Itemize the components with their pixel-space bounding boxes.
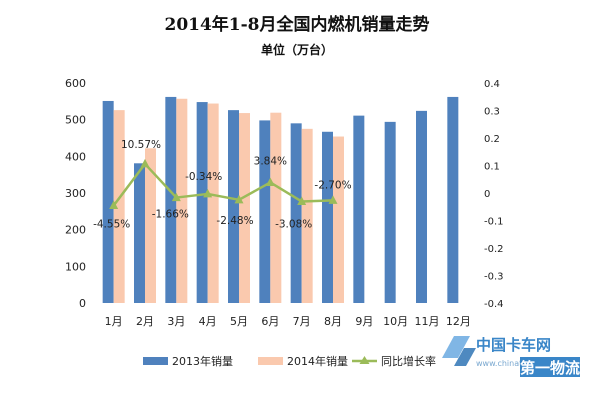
bar-2014 bbox=[333, 136, 344, 303]
right-tick-label: -0.1 bbox=[484, 217, 504, 228]
right-tick-label: -0.3 bbox=[484, 272, 504, 283]
x-tick-label: 11月 bbox=[415, 315, 440, 328]
left-tick-label: 400 bbox=[65, 150, 86, 163]
growth-data-label: -2.70% bbox=[314, 179, 351, 191]
legend-label-growth: 同比增长率 bbox=[381, 354, 436, 368]
bar-2014 bbox=[113, 110, 125, 303]
bar-2014 bbox=[301, 128, 313, 303]
x-tick-label: 1月 bbox=[105, 315, 123, 328]
bar-2013 bbox=[322, 131, 333, 303]
bar-2014 bbox=[207, 103, 219, 304]
x-axis: 1月 2月 3月 4月 5月 6月 7月 8月 9月 10月 11月 12月 bbox=[105, 315, 471, 328]
legend-label-2014: 2014年销量 bbox=[287, 354, 348, 368]
legend: 2013年销量 2014年销量 同比增长率 bbox=[143, 354, 436, 368]
right-tick-label: 0.3 bbox=[484, 107, 500, 118]
watermark-emblem-shadow-icon bbox=[454, 348, 476, 366]
growth-rate-point bbox=[171, 192, 181, 202]
bar-2014 bbox=[176, 98, 188, 304]
x-tick-label: 4月 bbox=[199, 315, 217, 328]
growth-rate-point bbox=[203, 188, 213, 198]
growth-data-label: -0.34% bbox=[185, 171, 222, 183]
x-tick-label: 8月 bbox=[324, 315, 342, 328]
bar-2014 bbox=[239, 113, 250, 303]
bar-2013 bbox=[165, 96, 177, 303]
chart-title: 2014年1-8月全国内燃机销量走势 bbox=[164, 14, 429, 35]
growth-rate-point bbox=[109, 200, 119, 210]
left-axis: 0 100 200 300 400 500 600 bbox=[65, 77, 86, 310]
bar-2013 bbox=[196, 102, 208, 303]
bar-2013 bbox=[416, 110, 427, 303]
x-tick-label: 12月 bbox=[446, 315, 471, 328]
bar-2014 bbox=[270, 112, 282, 303]
right-tick-label: 0.2 bbox=[484, 134, 500, 145]
watermark-emblem-icon bbox=[442, 336, 470, 358]
bar-2013 bbox=[228, 110, 239, 303]
x-tick-label: 7月 bbox=[293, 315, 311, 328]
right-tick-label: -0.4 bbox=[484, 299, 504, 310]
growth-data-label: 10.57% bbox=[121, 139, 161, 151]
growth-rate-point bbox=[297, 196, 307, 205]
bars-group bbox=[102, 96, 459, 304]
bar-2013 bbox=[384, 121, 396, 303]
x-tick-label: 9月 bbox=[355, 315, 373, 328]
left-tick-label: 100 bbox=[65, 260, 86, 273]
bar-2013 bbox=[259, 120, 271, 304]
data-labels-group: -4.55% 10.57% -1.66% -0.34% -2.48% 3.84% -3.08… bbox=[93, 139, 352, 231]
growth-data-label: -1.66% bbox=[152, 209, 189, 221]
watermark-logo: 中国卡车网 www.chinatruck.org 第一物流 bbox=[442, 336, 580, 377]
growth-rate-point bbox=[328, 195, 338, 204]
watermark-url: www.chinatruck.org bbox=[476, 359, 555, 368]
growth-rate-line bbox=[112, 162, 334, 207]
growth-rate-point bbox=[265, 177, 275, 186]
bar-2013 bbox=[447, 96, 459, 303]
legend-swatch-2014 bbox=[258, 357, 283, 365]
growth-rate-point bbox=[234, 194, 244, 204]
chart-subtitle: 单位（万台） bbox=[261, 42, 333, 57]
left-tick-label: 0 bbox=[79, 297, 86, 310]
growth-data-label: 3.84% bbox=[254, 155, 287, 167]
left-tick-label: 600 bbox=[65, 77, 86, 90]
x-tick-label: 6月 bbox=[261, 315, 279, 328]
left-tick-label: 500 bbox=[65, 114, 86, 127]
legend-label-2013: 2013年销量 bbox=[172, 354, 233, 368]
bar-2014 bbox=[145, 148, 156, 303]
bar-2013 bbox=[353, 115, 365, 303]
growth-rate-point bbox=[140, 158, 150, 168]
bar-2013 bbox=[102, 100, 114, 303]
left-tick-label: 300 bbox=[65, 187, 86, 200]
x-tick-label: 2月 bbox=[136, 315, 154, 328]
growth-data-label: -4.55% bbox=[93, 219, 130, 231]
legend-swatch-2013 bbox=[143, 357, 168, 365]
watermark-site-name: 中国卡车网 bbox=[476, 336, 551, 354]
x-tick-label: 3月 bbox=[167, 315, 185, 328]
right-tick-label: 0.1 bbox=[484, 162, 500, 173]
growth-line-group bbox=[109, 158, 338, 210]
bar-2013 bbox=[134, 163, 145, 303]
watermark-tag-box bbox=[520, 357, 580, 377]
left-tick-label: 200 bbox=[65, 224, 86, 237]
growth-data-label: -3.08% bbox=[275, 218, 312, 230]
right-tick-label: -0.2 bbox=[484, 244, 504, 255]
right-axis: -0.4 -0.3 -0.2 -0.1 0 0.1 0.2 0.3 0.4 bbox=[484, 79, 504, 310]
x-tick-label: 10月 bbox=[383, 315, 408, 328]
watermark-tag: 第一物流 bbox=[520, 359, 580, 377]
x-tick-label: 5月 bbox=[230, 315, 248, 328]
right-tick-label: 0.4 bbox=[484, 79, 500, 90]
growth-data-label: -2.48% bbox=[216, 215, 253, 227]
legend-marker-growth bbox=[359, 356, 370, 364]
right-tick-label: 0 bbox=[484, 189, 490, 200]
bar-2013 bbox=[290, 123, 302, 303]
